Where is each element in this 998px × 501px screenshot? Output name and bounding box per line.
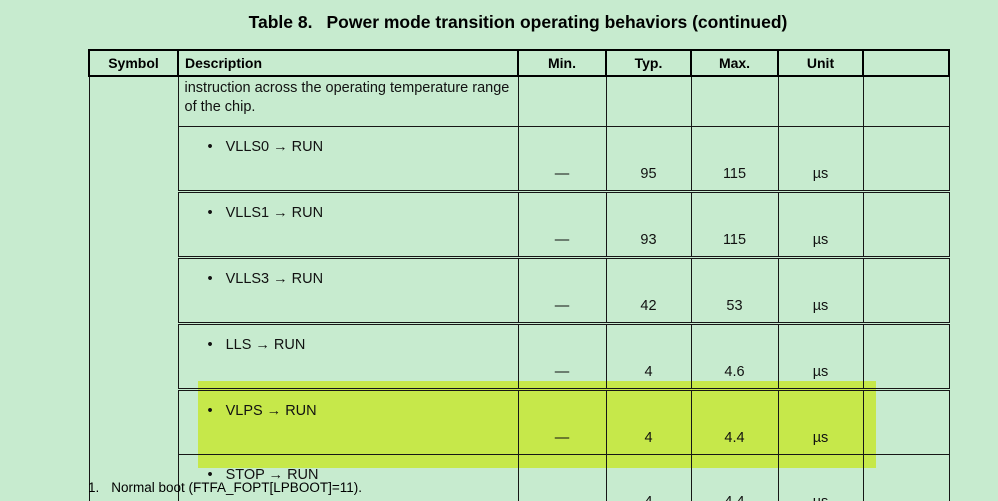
- header-cell-max: Max.: [690, 49, 779, 77]
- power-mode-table: Symbol Description Min. Typ. Max. Unit i…: [88, 49, 950, 501]
- description-cell: • VLLS3 → RUN: [177, 256, 519, 324]
- table-row: instruction across the operating tempera…: [88, 75, 950, 501]
- transition-label: STOP → RUN: [225, 467, 319, 483]
- description-cell: • LLS → RUN: [177, 322, 519, 390]
- symbol-cell: [88, 75, 179, 501]
- transition-label: VLLS3 → RUN: [225, 271, 324, 287]
- typ-cell: 4: [605, 322, 692, 390]
- extra-cell: [862, 454, 950, 501]
- transition-label: VLLS1 → RUN: [225, 205, 324, 221]
- table-number-label: Table 8.: [248, 12, 313, 32]
- unit-cell: µs: [777, 190, 864, 258]
- footnote-number: 1.: [88, 480, 100, 495]
- header-cell-extra: [862, 49, 950, 77]
- header-cell-description: Description: [177, 49, 519, 77]
- transition-label: LLS → RUN: [225, 337, 306, 353]
- unit-cell: [777, 75, 864, 127]
- table-row: • VLLS0 → RUN — 95 115 µs: [89, 126, 950, 192]
- bullet-icon: •: [207, 467, 213, 483]
- footnote: 1. Normal boot (FTFA_FOPT[LPBOOT]=11).: [88, 480, 362, 495]
- min-cell: —: [517, 190, 607, 258]
- max-cell: 4.4: [690, 388, 779, 455]
- bullet-icon: •: [207, 205, 213, 221]
- extra-cell: [862, 256, 950, 324]
- min-cell: —: [517, 126, 607, 192]
- transition-label: VLLS0 → RUN: [225, 139, 324, 155]
- min-cell: —: [517, 454, 607, 501]
- bullet-icon: •: [207, 139, 213, 155]
- extra-cell: [862, 388, 950, 455]
- typ-cell: 4: [605, 454, 692, 501]
- header-cell-symbol: Symbol: [88, 49, 179, 77]
- description-cell: • VLLS1 → RUN: [177, 190, 519, 258]
- typ-cell: 93: [605, 190, 692, 258]
- unit-cell: µs: [777, 322, 864, 390]
- typ-cell: [605, 75, 692, 127]
- description-cell: instruction across the operating tempera…: [177, 75, 519, 127]
- unit-cell: µs: [777, 454, 864, 501]
- extra-cell: [862, 190, 950, 258]
- bullet-icon: •: [207, 403, 213, 419]
- header-cell-min: Min.: [517, 49, 607, 77]
- typ-cell: 4: [605, 388, 692, 455]
- header-cell-typ: Typ.: [605, 49, 692, 77]
- unit-cell: µs: [777, 388, 864, 455]
- table-header-row: Symbol Description Min. Typ. Max. Unit: [88, 49, 950, 77]
- extra-cell: [862, 75, 950, 127]
- footnote-text: Normal boot (FTFA_FOPT[LPBOOT]=11).: [111, 480, 362, 495]
- table-row: • VLLS1 → RUN — 93 115 µs: [89, 190, 950, 258]
- bullet-icon: •: [207, 337, 213, 353]
- max-cell: 4.4: [690, 454, 779, 501]
- table-row: • VLPS → RUN — 4 4.4 µs: [89, 388, 950, 455]
- table-row: • LLS → RUN — 4 4.6 µs: [89, 322, 950, 390]
- table-row: • VLLS3 → RUN — 42 53 µs: [89, 256, 950, 324]
- description-cell: • VLPS → RUN: [177, 388, 519, 455]
- description-cell: • VLLS0 → RUN: [177, 126, 519, 192]
- max-cell: [690, 75, 779, 127]
- unit-cell: µs: [777, 126, 864, 192]
- max-cell: 115: [690, 190, 779, 258]
- description-cell: • STOP → RUN: [177, 454, 519, 501]
- max-cell: 4.6: [690, 322, 779, 390]
- table-row-highlighted: • STOP → RUN — 4 4.4 µs: [89, 454, 950, 501]
- max-cell: 115: [690, 126, 779, 192]
- extra-cell: [862, 126, 950, 192]
- min-cell: [517, 75, 607, 127]
- table-title-text: Power mode transition operating behavior…: [326, 12, 788, 32]
- table-title: Table 8. Power mode transition operating …: [88, 12, 948, 33]
- min-cell: —: [517, 388, 607, 455]
- extra-cell: [862, 322, 950, 390]
- min-cell: —: [517, 256, 607, 324]
- unit-cell: µs: [777, 256, 864, 324]
- max-cell: 53: [690, 256, 779, 324]
- typ-cell: 42: [605, 256, 692, 324]
- typ-cell: 95: [605, 126, 692, 192]
- bullet-icon: •: [207, 271, 213, 287]
- transition-label: VLPS → RUN: [225, 403, 317, 419]
- header-cell-unit: Unit: [777, 49, 864, 77]
- min-cell: —: [517, 322, 607, 390]
